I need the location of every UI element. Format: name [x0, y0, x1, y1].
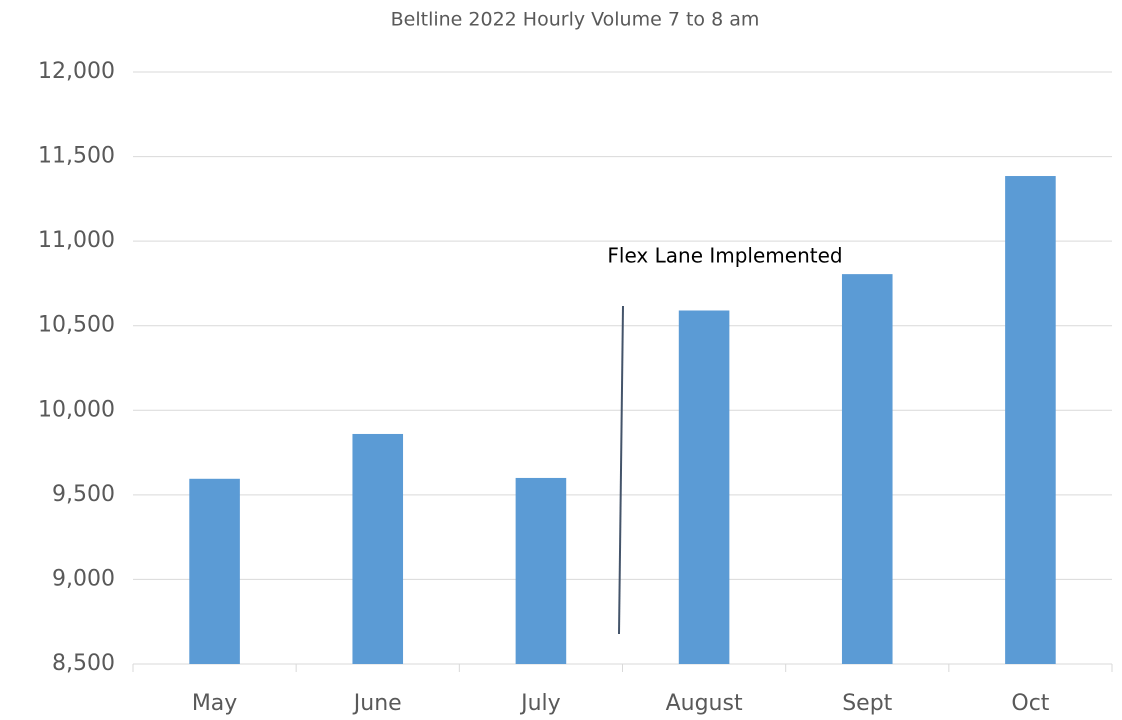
y-tick-label: 11,000	[38, 228, 115, 253]
y-tick-label: 12,000	[38, 59, 115, 84]
bar	[841, 274, 893, 664]
y-tick-label: 9,500	[52, 482, 115, 507]
x-tick-label: Sept	[842, 691, 892, 716]
y-tick-label: 9,000	[52, 566, 115, 591]
bar	[678, 310, 730, 664]
y-tick-label: 11,500	[38, 144, 115, 169]
bar	[515, 477, 567, 664]
chart-title: Beltline 2022 Hourly Volume 7 to 8 am	[391, 9, 760, 31]
bar	[352, 433, 404, 664]
y-tick-label: 8,500	[52, 651, 115, 676]
x-tick-label: Oct	[1011, 691, 1049, 716]
y-tick-label: 10,000	[38, 397, 115, 422]
x-tick-label: August	[666, 691, 743, 716]
x-tick-label: June	[352, 691, 402, 716]
annotation-line	[618, 305, 624, 635]
annotation: Flex Lane Implemented	[607, 244, 842, 268]
y-tick-label: 10,500	[38, 313, 115, 338]
bar	[1005, 176, 1056, 664]
x-tick-label: May	[192, 691, 237, 716]
x-tick-label: July	[519, 691, 561, 716]
bar	[189, 478, 240, 664]
